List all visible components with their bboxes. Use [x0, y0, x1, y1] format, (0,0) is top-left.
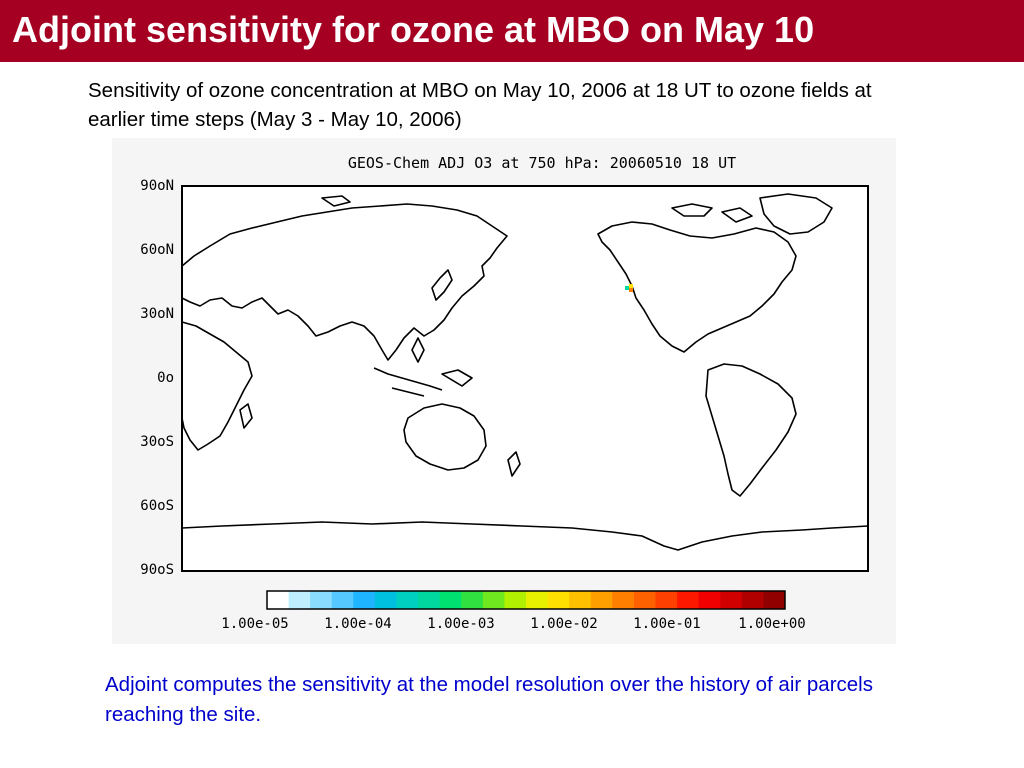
- colorbar-label-6: 1.00e+00: [738, 616, 805, 632]
- colorbar-cell: [331, 591, 354, 609]
- lat-label-0: 0o: [157, 370, 174, 386]
- map-svg: GEOS-Chem ADJ O3 at 750 hPa: 20060510 18…: [140, 154, 869, 632]
- colorbar-cell: [461, 591, 484, 609]
- colorbar-cell: [439, 591, 462, 609]
- coastline-south-america: [705, 363, 797, 497]
- lat-label-60n: 60oN: [140, 242, 174, 258]
- colorbar-cell: [677, 591, 700, 609]
- colorbar-cell: [526, 591, 549, 609]
- colorbar-label-4: 1.00e-02: [530, 616, 597, 632]
- coastline-arctic-islands: [321, 195, 753, 223]
- colorbar-cell: [590, 591, 613, 609]
- coastline-greenland: [759, 193, 833, 235]
- slide-caption: Adjoint computes the sensitivity at the …: [105, 673, 873, 726]
- colorbar-cell: [482, 591, 505, 609]
- lat-label-90n: 90oN: [140, 178, 174, 194]
- lat-label-90s: 90oS: [140, 562, 174, 578]
- coastline-madagascar: [239, 403, 253, 429]
- marker-cell-high: [629, 284, 633, 288]
- slide-subtitle: Sensitivity of ozone concentration at MB…: [88, 79, 872, 131]
- sensitivity-map-figure: GEOS-Chem ADJ O3 at 750 hPa: 20060510 18…: [112, 138, 896, 644]
- marker-cell-low: [625, 286, 629, 290]
- coastline-eurasia: [181, 203, 508, 361]
- coastline-indonesia: [373, 337, 473, 397]
- plot-title: GEOS-Chem ADJ O3 at 750 hPa: 20060510 18…: [348, 154, 736, 172]
- slide-title: Adjoint sensitivity for ozone at MBO on …: [12, 9, 815, 50]
- coastline-africa: [181, 321, 253, 451]
- title-bar: Adjoint sensitivity for ozone at MBO on …: [0, 0, 1024, 62]
- colorbar-cell: [612, 591, 635, 609]
- colorbar-cell: [655, 591, 678, 609]
- mbo-site-marker: [625, 284, 633, 292]
- coastline-japan: [431, 269, 453, 301]
- colorbar-cell: [698, 591, 721, 609]
- colorbar-cell: [741, 591, 764, 609]
- colorbar-cell: [569, 591, 592, 609]
- coastline-antarctica: [181, 521, 869, 551]
- coastlines: [181, 193, 869, 551]
- colorbar-labels: 1.00e-05 1.00e-04 1.00e-03 1.00e-02 1.00…: [221, 616, 805, 632]
- coastline-australia: [403, 403, 487, 471]
- colorbar-cell: [396, 591, 419, 609]
- colorbar: [267, 591, 786, 609]
- colorbar-frame: [266, 590, 786, 610]
- colorbar-cell: [353, 591, 376, 609]
- colorbar-cell: [267, 591, 290, 609]
- marker-cell-max: [629, 288, 633, 292]
- colorbar-cell: [504, 591, 527, 609]
- colorbar-cell: [633, 591, 656, 609]
- colorbar-label-1: 1.00e-05: [221, 616, 288, 632]
- colorbar-label-3: 1.00e-03: [427, 616, 494, 632]
- coastline-new-zealand: [507, 451, 521, 477]
- colorbar-cell: [374, 591, 397, 609]
- map-frame: [181, 185, 869, 572]
- latitude-labels: 90oN 60oN 30oN 0o 30oS 60oS 90oS: [140, 178, 174, 578]
- colorbar-cell: [310, 591, 333, 609]
- colorbar-cell: [763, 591, 786, 609]
- lat-label-30n: 30oN: [140, 306, 174, 322]
- colorbar-cell: [720, 591, 743, 609]
- colorbar-label-2: 1.00e-04: [324, 616, 391, 632]
- colorbar-cell: [418, 591, 441, 609]
- colorbar-cell: [288, 591, 311, 609]
- coastline-north-america: [597, 221, 797, 353]
- colorbar-cell: [547, 591, 570, 609]
- colorbar-label-5: 1.00e-01: [633, 616, 700, 632]
- lat-label-30s: 30oS: [140, 434, 174, 450]
- lat-label-60s: 60oS: [140, 498, 174, 514]
